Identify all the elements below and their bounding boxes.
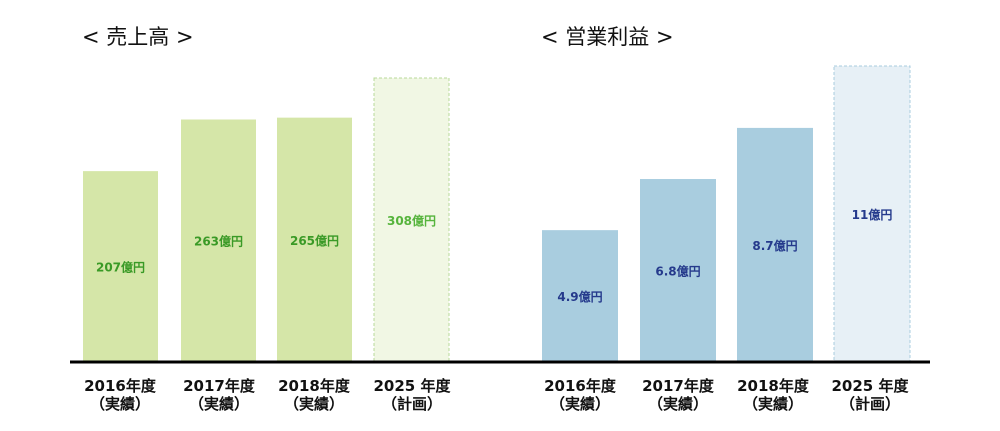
sales-category-label-1-line-0: 2017年度 (183, 377, 256, 395)
operating-profit-chart-title: < 営業利益 > (541, 25, 674, 49)
sales-chart-title: < 売上高 > (82, 25, 194, 49)
sales-bar-value-label-3: 308億円 (387, 213, 436, 228)
profit-bar-value-label-2: 8.7億円 (752, 238, 797, 253)
profit-bar-0 (542, 230, 618, 362)
profit-category-label-3-line-0: 2025 年度 (832, 377, 910, 395)
sales-bar-0 (83, 171, 158, 362)
profit-bar-2 (737, 127, 813, 363)
sales-category-label-2-line-1: （実績） (284, 395, 344, 413)
sales-bar-2 (277, 117, 352, 362)
sales-bar-value-label-0: 207億円 (96, 260, 145, 275)
chart-marks: 207億円2016年度（実績）263億円2017年度（実績）265億円2018年… (83, 65, 911, 413)
profit-category-label-0-line-1: （実績） (550, 395, 610, 413)
sales-category-label-3-line-1: （計画） (382, 395, 442, 413)
sales-category-label-1-line-1: （実績） (189, 395, 249, 413)
profit-bar-value-label-1: 6.8億円 (655, 264, 700, 279)
sales-category-label-0-line-0: 2016年度 (84, 377, 157, 395)
profit-category-label-0-line-0: 2016年度 (544, 377, 617, 395)
sales-category-label-2-line-0: 2018年度 (278, 377, 351, 395)
sales-category-label-3-line-0: 2025 年度 (374, 377, 452, 395)
sales-bar-3 (373, 77, 450, 363)
profit-category-label-2-line-0: 2018年度 (737, 377, 810, 395)
profit-bar-3 (833, 65, 911, 363)
profit-category-label-3-line-1: （計画） (840, 395, 900, 413)
profit-bar-value-label-0: 4.9億円 (557, 289, 602, 304)
profit-category-label-2-line-1: （実績） (743, 395, 803, 413)
profit-category-label-1-line-1: （実績） (648, 395, 708, 413)
profit-category-label-1-line-0: 2017年度 (642, 377, 715, 395)
sales-bar-value-label-1: 263億円 (194, 234, 243, 249)
sales-category-label-0-line-1: （実績） (90, 395, 150, 413)
profit-bar-1 (640, 179, 716, 362)
sales-bar-1 (181, 119, 256, 363)
sales-bar-value-label-2: 265億円 (290, 233, 339, 248)
profit-bar-value-label-3: 11億円 (852, 207, 893, 222)
